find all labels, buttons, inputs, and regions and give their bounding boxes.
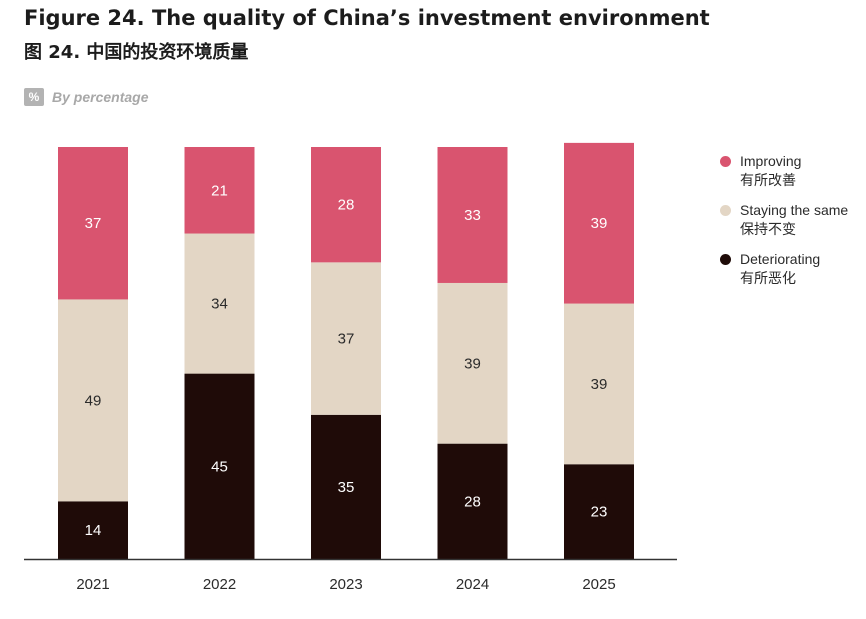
legend-swatch-improving [720,156,731,167]
legend-label-staying-same-zh: 保持不变 [740,221,796,237]
unit-label: By percentage [52,89,149,105]
data-label-staying-the-same-2021: 49 [85,392,102,409]
legend-swatch-deteriorating [720,254,731,265]
percent-icon: % [24,88,44,106]
bar-deteriorating-2023 [311,414,381,559]
bar-deteriorating-2021 [58,501,128,559]
bar-staying-the-same-2025 [564,303,634,465]
data-label-deteriorating-2025: 23 [591,504,608,521]
data-label-improving-2025: 39 [591,215,608,232]
x-tick-label-2025: 2025 [582,576,615,593]
bar-deteriorating-2025 [564,464,634,559]
data-label-deteriorating-2021: 14 [85,522,102,539]
data-label-staying-the-same-2022: 34 [211,296,228,313]
legend-item-improving: Improving 有所改善 [720,152,848,190]
x-tick-label-2022: 2022 [203,576,236,593]
bar-deteriorating-2022 [184,373,255,559]
data-label-improving-2021: 37 [85,215,102,232]
x-tick-label-2023: 2023 [329,576,362,593]
data-label-improving-2022: 21 [211,182,228,199]
data-label-staying-the-same-2023: 37 [338,331,355,348]
legend-label-improving-en: Improving [740,153,802,169]
data-label-improving-2023: 28 [338,197,355,214]
x-tick-label-2021: 2021 [76,576,109,593]
data-label-deteriorating-2023: 35 [338,479,355,496]
bar-staying-the-same-2022 [184,233,255,374]
bar-improving-2022 [184,147,255,234]
data-label-deteriorating-2022: 45 [211,458,228,475]
legend-item-staying-same: Staying the same 保持不变 [720,201,848,239]
legend-label-deteriorating-en: Deteriorating [740,251,821,267]
bar-improving-2023 [311,147,381,263]
bar-staying-the-same-2023 [311,262,381,415]
legend-item-deteriorating: Deteriorating 有所恶化 [720,250,848,288]
unit-row: % By percentage [24,88,148,106]
bar-deteriorating-2024 [437,443,508,559]
data-label-staying-the-same-2025: 39 [591,376,608,393]
bar-staying-the-same-2024 [437,282,508,444]
bar-improving-2024 [437,147,508,283]
data-label-deteriorating-2024: 28 [464,493,481,510]
legend-label-improving-zh: 有所改善 [740,172,796,188]
bar-staying-the-same-2021 [58,299,128,502]
data-label-staying-the-same-2024: 39 [464,355,481,372]
legend-label-deteriorating-zh: 有所恶化 [740,270,796,286]
legend-label-staying-same-en: Staying the same [740,202,849,218]
chart-title-zh: 图 24. 中国的投资环境质量 [24,42,249,63]
data-label-improving-2024: 33 [464,207,481,224]
legend: Improving 有所改善 Staying the same 保持不变 Det… [720,152,848,299]
legend-swatch-staying-same [720,205,731,216]
bar-improving-2021 [58,147,128,300]
bar-improving-2025 [564,142,634,304]
chart-title-en: Figure 24. The quality of China’s invest… [24,6,710,30]
x-tick-label-2024: 2024 [456,576,489,593]
